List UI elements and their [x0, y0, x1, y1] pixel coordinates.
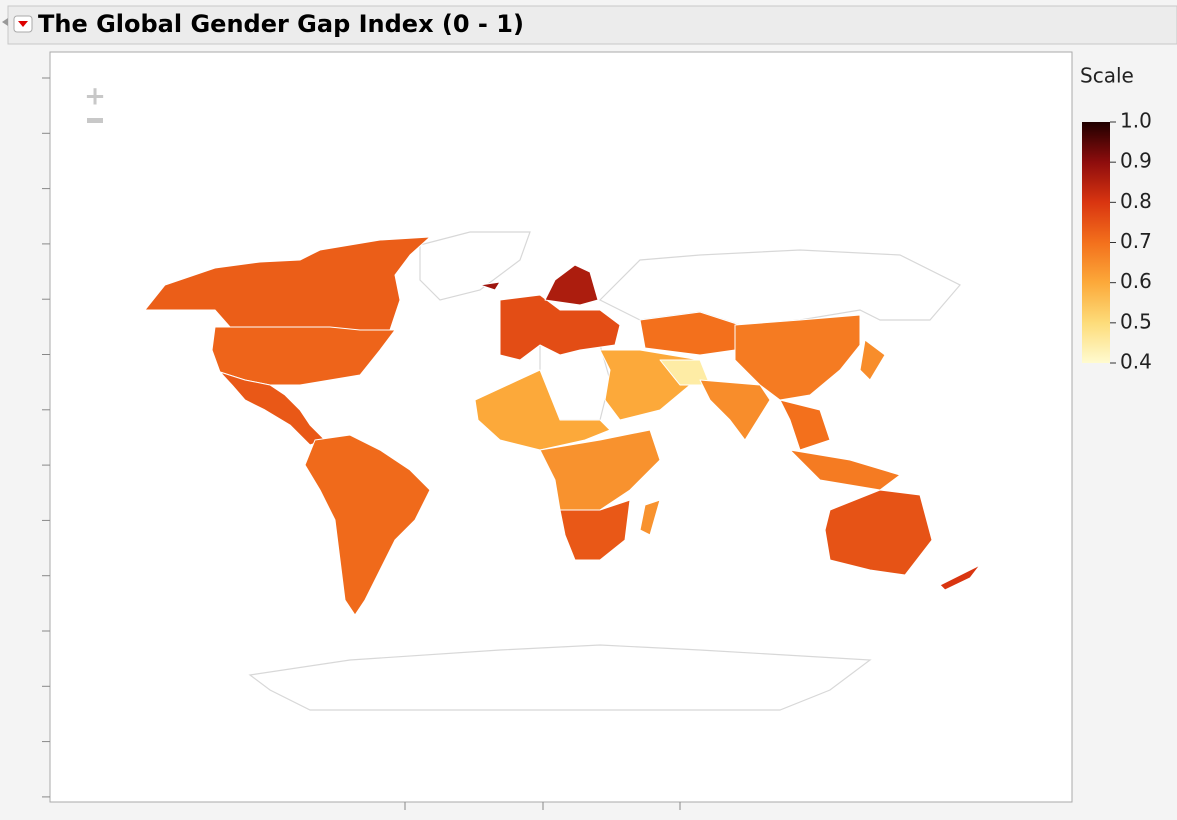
country [859, 339, 886, 381]
country [779, 399, 831, 451]
color-bar [1082, 122, 1110, 363]
country [559, 499, 631, 561]
map [144, 231, 981, 711]
legend-tick-label: 0.4 [1120, 350, 1152, 374]
country [598, 249, 961, 326]
country [474, 369, 611, 451]
legend-tick-label: 0.6 [1120, 269, 1152, 293]
country [248, 644, 872, 711]
axis-ticks [42, 77, 681, 810]
legend-tick-label: 0.5 [1120, 309, 1152, 333]
country [824, 489, 933, 576]
country [789, 449, 901, 491]
country [419, 231, 531, 301]
country [479, 281, 501, 291]
country [544, 264, 599, 306]
country [939, 564, 981, 591]
country [304, 434, 431, 616]
legend-tick-label: 0.9 [1120, 149, 1152, 173]
collapse-icon[interactable] [2, 18, 8, 26]
legend-tick-label: 0.7 [1120, 229, 1152, 253]
title: The Global Gender Gap Index (0 - 1) [38, 10, 524, 38]
zoom-out[interactable] [87, 118, 103, 123]
country [539, 429, 661, 511]
country [499, 294, 621, 361]
menu-arrow [18, 21, 28, 27]
title-bar [7, 5, 1177, 45]
country [699, 379, 771, 441]
country [639, 499, 661, 536]
country [734, 314, 861, 401]
legend-tick-label: 0.8 [1120, 189, 1152, 213]
legend-ticks: 1.0 0.9 0.8 0.7 0.6 0.5 0.4 [1110, 109, 1152, 374]
legend-tick-label: 1.0 [1120, 109, 1152, 133]
zoom-in[interactable]: + [84, 82, 106, 112]
legend-title: Scale [1080, 64, 1134, 88]
